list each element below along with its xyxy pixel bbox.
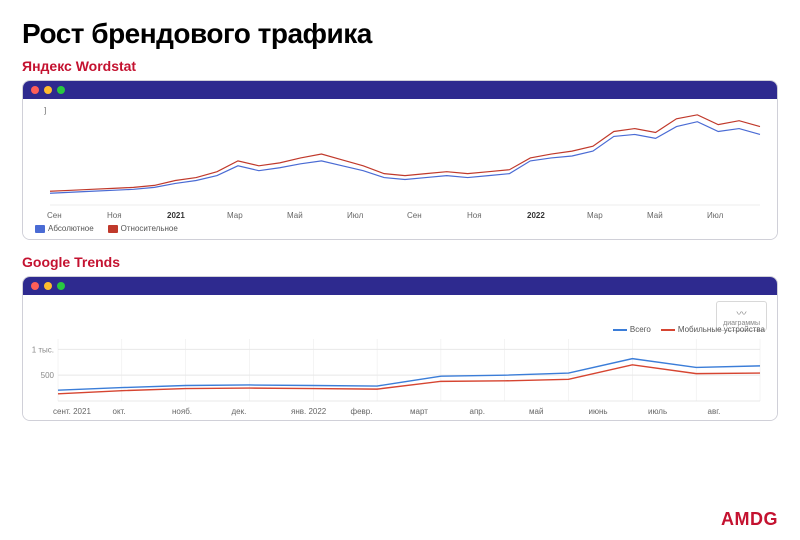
x-tick-label: февр. bbox=[351, 407, 411, 416]
x-tick-label: Июл bbox=[707, 211, 737, 220]
x-tick-label: дек. bbox=[232, 407, 292, 416]
svg-text:1 тыс.: 1 тыс. bbox=[32, 345, 54, 354]
gtrends-window-header bbox=[23, 277, 777, 295]
wordstat-panel: ] Сен Ноя 2021 Мар Май Июл Сен Ноя 2022 Мар Май Июл… bbox=[22, 80, 778, 240]
gtrends-panel: 〰 диаграммы ВсегоМобильные устройства 50… bbox=[22, 276, 778, 421]
window-dot bbox=[44, 86, 52, 94]
x-tick-label: сент. 2021 bbox=[53, 407, 113, 416]
x-tick-label: апр. bbox=[470, 407, 530, 416]
x-tick-label bbox=[317, 211, 347, 220]
legend-item: Относительное bbox=[108, 224, 178, 233]
legend-swatch bbox=[35, 225, 45, 233]
legend-swatch bbox=[613, 329, 627, 331]
x-tick-label bbox=[137, 211, 167, 220]
x-tick-label bbox=[437, 211, 467, 220]
legend-item: Всего bbox=[613, 325, 651, 334]
x-tick-label bbox=[77, 211, 107, 220]
x-tick-label bbox=[737, 211, 767, 220]
gtrends-legend: Всего Мобильные устройства bbox=[613, 325, 765, 334]
wordstat-chart: ] Сен Ноя 2021 Мар Май Июл Сен Ноя 2022 Мар Май Июл… bbox=[23, 99, 777, 239]
legend-swatch bbox=[661, 329, 675, 331]
x-tick-label bbox=[497, 211, 527, 220]
x-tick-label: июль bbox=[648, 407, 708, 416]
x-tick-label: Мар bbox=[587, 211, 617, 220]
x-tick-label: авг. bbox=[708, 407, 768, 416]
legend-swatch bbox=[108, 225, 118, 233]
x-tick-label: 2022 bbox=[527, 211, 557, 220]
x-tick-label: Июл bbox=[347, 211, 377, 220]
x-tick-label: Май bbox=[287, 211, 317, 220]
x-tick-label: янв. 2022 bbox=[291, 407, 351, 416]
x-tick-label bbox=[377, 211, 407, 220]
x-tick-label: июнь bbox=[589, 407, 649, 416]
x-tick-label: Ноя bbox=[467, 211, 497, 220]
x-tick-label bbox=[197, 211, 227, 220]
x-tick-label: Ноя bbox=[107, 211, 137, 220]
x-tick-label: окт. bbox=[113, 407, 173, 416]
wordstat-line-chart: ] bbox=[23, 99, 777, 209]
page-title: Рост брендового трафика bbox=[22, 18, 778, 50]
x-tick-label: Сен bbox=[407, 211, 437, 220]
window-dot bbox=[44, 282, 52, 290]
wordstat-legend: Абсолютное Относительное bbox=[23, 224, 777, 239]
x-tick-label: март bbox=[410, 407, 470, 416]
wordstat-x-axis: Сен Ноя 2021 Мар Май Июл Сен Ноя 2022 Мар Май Июл bbox=[23, 209, 777, 224]
legend-item: Абсолютное bbox=[35, 224, 94, 233]
wordstat-window-header bbox=[23, 81, 777, 99]
svg-text:]: ] bbox=[44, 106, 46, 115]
window-dot bbox=[57, 282, 65, 290]
window-dot bbox=[31, 282, 39, 290]
window-dot bbox=[31, 86, 39, 94]
x-tick-label: Мар bbox=[227, 211, 257, 220]
x-tick-label: май bbox=[529, 407, 589, 416]
gtrends-x-axis: сент. 2021окт.нояб.дек.янв. 2022февр.мар… bbox=[23, 405, 777, 420]
x-tick-label bbox=[617, 211, 647, 220]
x-tick-label: Май bbox=[647, 211, 677, 220]
gtrends-section-title: Google Trends bbox=[22, 254, 778, 270]
x-tick-label: Сен bbox=[47, 211, 77, 220]
x-tick-label: 2021 bbox=[167, 211, 197, 220]
wordstat-section-title: Яндекс Wordstat bbox=[22, 58, 778, 74]
x-tick-label: нояб. bbox=[172, 407, 232, 416]
x-tick-label bbox=[257, 211, 287, 220]
window-dot bbox=[57, 86, 65, 94]
x-tick-label bbox=[677, 211, 707, 220]
legend-item: Мобильные устройства bbox=[661, 325, 765, 334]
gtrends-chart: 〰 диаграммы ВсегоМобильные устройства 50… bbox=[23, 295, 777, 420]
x-tick-label bbox=[557, 211, 587, 220]
footer-logo: AMDG bbox=[721, 509, 778, 530]
gtrends-line-chart: 500 1 тыс. bbox=[23, 295, 777, 405]
svg-text:500: 500 bbox=[41, 371, 55, 380]
